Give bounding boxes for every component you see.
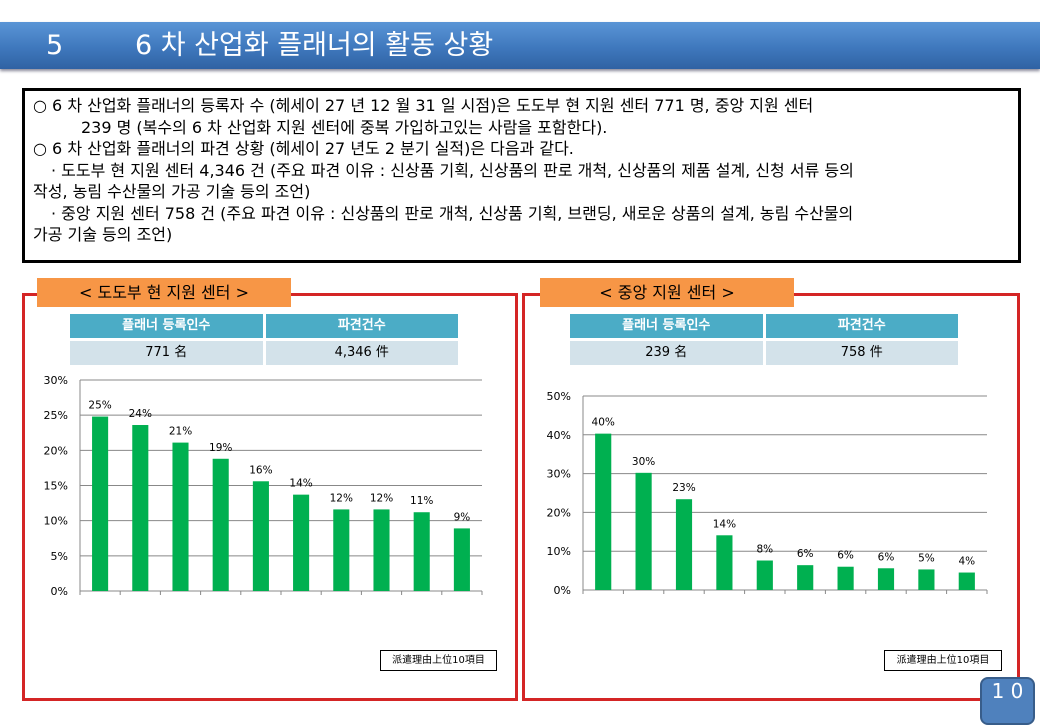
- data-label: 8%: [756, 544, 773, 556]
- bar: [756, 560, 773, 590]
- y-tick-label: 0%: [51, 585, 68, 598]
- bar: [958, 572, 975, 590]
- right-chart-legend: 派遣理由上位10項目: [884, 650, 1002, 671]
- right-panel-label: < 중앙 지원 센터 >: [540, 278, 794, 307]
- bar: [373, 509, 390, 591]
- data-label: 25%: [88, 400, 111, 412]
- y-tick-label: 10%: [44, 515, 68, 528]
- data-label: 16%: [249, 464, 272, 476]
- data-label: 40%: [592, 417, 615, 429]
- bar: [92, 416, 109, 591]
- left-panel-label: < 도도부 현 지원 센터 >: [37, 278, 291, 307]
- y-tick-label: 30%: [547, 468, 571, 481]
- bar: [635, 472, 652, 590]
- summary-box: ○ 6 차 산업화 플래너의 등록자 수 (헤세이 27 년 12 월 31 일…: [22, 88, 1021, 263]
- bar: [918, 569, 935, 590]
- summary-line: 작성, 농림 수산물의 가공 기술 등의 조언): [33, 182, 311, 201]
- data-label: 6%: [797, 548, 814, 560]
- y-tick-label: 20%: [547, 506, 571, 519]
- data-label: 14%: [289, 478, 312, 490]
- bar: [172, 442, 189, 591]
- table-cell: 758 件: [765, 341, 958, 365]
- bar: [212, 458, 229, 591]
- bar: [716, 535, 733, 590]
- data-label: 19%: [209, 442, 232, 454]
- title-bar: 5 6 차 산업화 플래너의 활동 상황: [0, 22, 1040, 69]
- bar: [132, 425, 149, 591]
- bar: [293, 494, 310, 591]
- y-tick-label: 5%: [51, 550, 68, 563]
- data-label: 30%: [632, 456, 655, 468]
- y-tick-label: 50%: [547, 390, 571, 403]
- bar: [675, 499, 693, 590]
- bar: [413, 512, 430, 591]
- y-tick-label: 20%: [44, 444, 68, 457]
- bar: [595, 433, 612, 590]
- data-label: 6%: [837, 550, 854, 562]
- y-tick-label: 0%: [554, 584, 571, 597]
- page-number: 1 0: [980, 677, 1035, 725]
- bar: [837, 566, 854, 590]
- data-label: 14%: [713, 518, 736, 530]
- right-stats-table: 플래너 등록인수 파견건수 239 名 758 件: [570, 314, 958, 365]
- bar: [453, 528, 470, 591]
- table-cell: 4,346 件: [265, 341, 458, 365]
- summary-line: 가공 기술 등의 조언): [33, 225, 173, 244]
- page-title: 6 차 산업화 플래너의 활동 상황: [135, 30, 494, 61]
- left-stats-table: 플래너 등록인수 파견건수 771 名 4,346 件: [70, 314, 458, 365]
- data-label: 12%: [370, 492, 393, 504]
- data-label: 21%: [169, 426, 192, 438]
- summary-line: · 도도부 현 지원 센터 4,346 건 (주요 파견 이유 : 신상품 기획…: [51, 160, 854, 180]
- data-label: 5%: [918, 552, 935, 564]
- y-tick-label: 10%: [547, 545, 571, 558]
- summary-line: 239 명 (복수의 6 차 산업화 지원 센터에 중복 가입하고있는 사람을 …: [81, 117, 608, 137]
- bar: [252, 481, 269, 591]
- left-chart-legend: 派遣理由上位10項目: [380, 650, 497, 671]
- table-header: 파견건수: [765, 314, 958, 338]
- data-label: 12%: [330, 492, 353, 504]
- bar: [877, 568, 895, 590]
- table-cell: 771 名: [70, 341, 263, 365]
- y-tick-label: 15%: [44, 480, 68, 493]
- y-tick-label: 25%: [44, 409, 68, 422]
- data-label: 23%: [672, 482, 695, 494]
- data-label: 6%: [878, 551, 895, 563]
- summary-line: · 중앙 지원 센터 758 건 (주요 파견 이유 : 신상품의 판로 개척,…: [51, 203, 854, 223]
- table-header: 파견건수: [265, 314, 458, 338]
- data-label: 4%: [958, 556, 975, 568]
- section-number: 5: [46, 30, 64, 61]
- summary-line: ○ 6 차 산업화 플래너의 파견 상황 (헤세이 27 년도 2 분기 실적)…: [33, 139, 574, 158]
- summary-line: ○ 6 차 산업화 플래너의 등록자 수 (헤세이 27 년 12 월 31 일…: [33, 96, 814, 115]
- bar: [797, 565, 814, 590]
- data-label: 11%: [410, 495, 433, 507]
- y-tick-label: 40%: [547, 429, 571, 442]
- y-tick-label: 30%: [44, 374, 68, 387]
- table-header: 플래너 등록인수: [70, 314, 263, 338]
- bar: [333, 509, 350, 591]
- table-cell: 239 名: [570, 341, 763, 365]
- data-label: 9%: [454, 511, 471, 523]
- table-header: 플래너 등록인수: [570, 314, 763, 338]
- data-label: 24%: [129, 408, 152, 420]
